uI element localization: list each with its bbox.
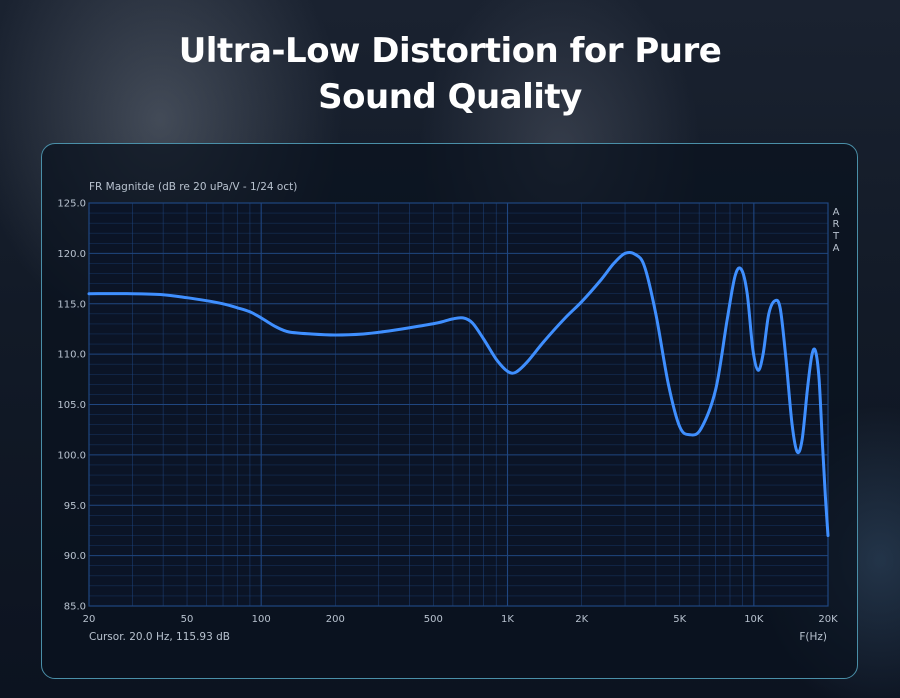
grid-lines [88, 202, 829, 607]
headline-line-1: Ultra-Low Distortion for Pure [178, 31, 722, 71]
y-tick-label: 90.0 [64, 551, 86, 562]
plot-frame [88, 202, 829, 607]
x-tick-label: 20K [818, 614, 838, 625]
watermark-letter: R [833, 219, 840, 230]
x-tick-label: 2K [575, 614, 588, 625]
watermark-letter: A [833, 243, 840, 254]
x-tick-label: 10K [744, 614, 764, 625]
y-tick-label: 110.0 [57, 350, 86, 361]
x-tick-label: 20 [83, 614, 96, 625]
page-headline: Ultra-Low Distortion for Pure Sound Qual… [0, 28, 900, 120]
chart-title: FR Magnitde (dB re 20 uPa/V - 1/24 oct) [89, 181, 297, 193]
y-tick-label: 125.0 [57, 199, 86, 210]
cursor-readout: Cursor. 20.0 Hz, 115.93 dB [89, 631, 230, 643]
y-tick-label: 115.0 [57, 299, 86, 310]
y-tick-label: 120.0 [57, 249, 86, 260]
x-tick-label: 1K [501, 614, 514, 625]
x-tick-label: 5K [673, 614, 686, 625]
tick-labels: 125.0 120.0 115.0 110.0 105.0 100.0 95.0 90.0 85… [57, 199, 838, 626]
x-tick-label: 50 [181, 614, 194, 625]
y-tick-label: 105.0 [57, 400, 86, 411]
x-tick-label: 200 [326, 614, 345, 625]
y-tick-label: 85.0 [64, 602, 86, 613]
x-tick-label: 500 [424, 614, 443, 625]
frequency-response-curve [87, 250, 830, 537]
watermark-letter: A [833, 207, 840, 218]
x-tick-label: 100 [252, 614, 271, 625]
y-tick-label: 100.0 [57, 450, 86, 461]
y-tick-label: 95.0 [64, 501, 86, 512]
x-axis-label: F(Hz) [799, 631, 827, 643]
headline-line-2: Sound Quality [318, 77, 582, 117]
watermark-letter: T [832, 231, 840, 242]
